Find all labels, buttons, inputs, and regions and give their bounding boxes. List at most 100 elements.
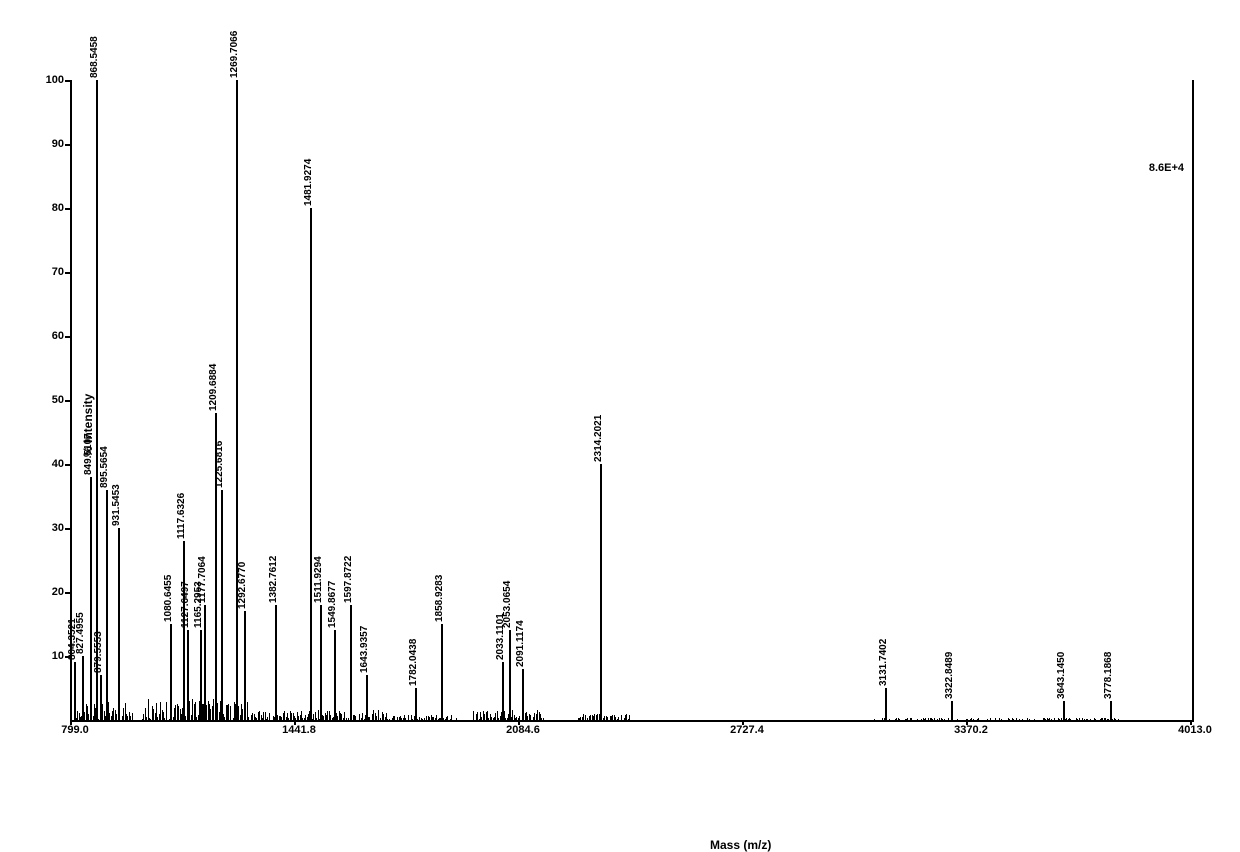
noise-peak bbox=[599, 714, 600, 720]
noise-peak bbox=[952, 718, 953, 720]
noise-peak bbox=[1115, 719, 1116, 720]
noise-peak bbox=[1019, 719, 1020, 720]
noise-peak bbox=[424, 718, 425, 720]
peak-label: 2314.2021 bbox=[593, 415, 604, 462]
peak-bar bbox=[74, 662, 76, 720]
y-tick-label: 40 bbox=[52, 458, 64, 470]
peak-bar bbox=[221, 490, 223, 720]
peak-bar bbox=[951, 701, 953, 720]
y-tick-label: 10 bbox=[52, 650, 64, 662]
noise-peak bbox=[1087, 719, 1088, 720]
peak-bar bbox=[275, 605, 277, 720]
peak-label: 1511.9294 bbox=[313, 556, 324, 603]
noise-peak bbox=[530, 715, 531, 720]
noise-peak bbox=[973, 719, 974, 720]
peak-label: 1549.8677 bbox=[327, 581, 338, 628]
noise-peak bbox=[1061, 718, 1062, 720]
x-axis-label: Mass (m/z) bbox=[710, 838, 771, 852]
peak-label: 868.5458 bbox=[89, 36, 100, 78]
peak-label: 879.5553 bbox=[93, 631, 104, 673]
noise-peak bbox=[911, 718, 912, 720]
noise-peak bbox=[1034, 719, 1035, 720]
peak-label: 1597.8722 bbox=[343, 556, 354, 603]
noise-peak bbox=[473, 711, 474, 720]
peak-bar bbox=[415, 688, 417, 720]
noise-peak bbox=[1001, 719, 1002, 720]
peak-label: 1177.7064 bbox=[197, 556, 208, 603]
peak-bar bbox=[310, 208, 312, 720]
noise-peak bbox=[1051, 719, 1052, 720]
noise-peak bbox=[885, 719, 886, 720]
peak-label: 1225.6816 bbox=[214, 440, 225, 487]
peak-bar bbox=[334, 630, 336, 720]
noise-peak bbox=[269, 713, 270, 720]
peak-bar bbox=[509, 630, 511, 720]
peak-bar bbox=[441, 624, 443, 720]
x-tick-label: 3370.2 bbox=[946, 724, 996, 736]
peak-label: 2053.0654 bbox=[502, 581, 513, 628]
y-tick-label: 80 bbox=[52, 202, 64, 214]
peak-label: 3778.1868 bbox=[1103, 652, 1114, 699]
noise-peak bbox=[1118, 719, 1119, 720]
noise-peak bbox=[408, 715, 409, 720]
noise-peak bbox=[346, 718, 347, 720]
noise-peak bbox=[937, 719, 938, 720]
noise-peak bbox=[1108, 719, 1109, 720]
peak-bar bbox=[90, 477, 92, 720]
x-tick-label: 4013.0 bbox=[1170, 724, 1220, 736]
noise-peak bbox=[440, 718, 441, 720]
noise-peak bbox=[925, 718, 926, 720]
peak-bar bbox=[236, 80, 238, 720]
noise-peak bbox=[447, 716, 448, 720]
peak-label: 1209.6884 bbox=[208, 364, 219, 411]
noise-peak bbox=[917, 719, 918, 720]
noise-peak bbox=[607, 717, 608, 720]
plot-area: 804.3521827.4955849.5107868.5458879.5553… bbox=[70, 80, 1194, 722]
peak-label: 895.5654 bbox=[99, 446, 110, 488]
noise-peak bbox=[1082, 718, 1083, 720]
noise-peak bbox=[1054, 718, 1055, 720]
noise-peak bbox=[369, 717, 370, 720]
peak-label: 1269.7066 bbox=[229, 31, 240, 78]
noise-peak bbox=[132, 713, 133, 720]
noise-peak bbox=[987, 719, 988, 720]
noise-peak bbox=[995, 718, 996, 720]
peak-label: 1858.9283 bbox=[434, 575, 445, 622]
peak-label: 1481.9274 bbox=[303, 159, 314, 206]
noise-peak bbox=[1090, 719, 1091, 720]
peak-label: 1127.6497 bbox=[180, 582, 191, 629]
noise-peak bbox=[907, 718, 908, 720]
peak-label: 2091.1174 bbox=[515, 620, 526, 667]
noise-peak bbox=[519, 716, 520, 720]
noise-peak bbox=[148, 699, 149, 720]
noise-peak bbox=[1070, 719, 1071, 720]
peak-label: 1292.6770 bbox=[237, 562, 248, 609]
y-tick-label: 20 bbox=[52, 586, 64, 598]
peak-bar bbox=[96, 80, 98, 720]
noise-peak bbox=[389, 719, 390, 720]
x-tick-label: 2727.4 bbox=[722, 724, 772, 736]
noise-peak bbox=[350, 713, 351, 720]
y-tick-label: 70 bbox=[52, 266, 64, 278]
noise-peak bbox=[1013, 719, 1014, 720]
peak-bar bbox=[106, 490, 108, 720]
x-tick-label: 2084.6 bbox=[498, 724, 548, 736]
peak-bar bbox=[600, 464, 602, 720]
peak-bar bbox=[183, 541, 185, 720]
peak-label: 1382.7612 bbox=[268, 556, 279, 603]
noise-peak bbox=[621, 715, 622, 720]
y-tick-label: 90 bbox=[52, 138, 64, 150]
peak-label: 3322.8489 bbox=[944, 652, 955, 699]
noise-peak bbox=[405, 718, 406, 720]
peak-bar bbox=[1110, 701, 1112, 720]
peak-label: 849.5107 bbox=[83, 433, 94, 475]
noise-peak bbox=[309, 711, 310, 720]
x-tick-label: 1441.8 bbox=[274, 724, 324, 736]
noise-peak bbox=[1016, 718, 1017, 720]
y-tick-label: 100 bbox=[46, 74, 64, 86]
peak-label: 3131.7402 bbox=[878, 639, 889, 686]
noise-peak bbox=[990, 718, 991, 720]
noise-peak bbox=[166, 702, 167, 720]
peak-label: 3643.1450 bbox=[1056, 652, 1067, 699]
noise-peak bbox=[874, 719, 875, 720]
